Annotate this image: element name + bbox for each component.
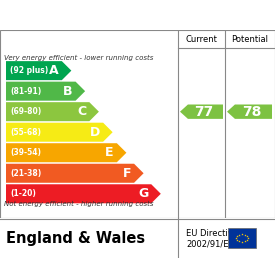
- Polygon shape: [6, 61, 71, 80]
- Text: (39-54): (39-54): [10, 148, 41, 157]
- Text: D: D: [90, 126, 100, 139]
- Text: England & Wales: England & Wales: [6, 230, 145, 246]
- Text: F: F: [123, 167, 131, 180]
- Text: (69-80): (69-80): [10, 107, 41, 116]
- Text: (81-91): (81-91): [10, 87, 41, 96]
- Text: Not energy efficient - higher running costs: Not energy efficient - higher running co…: [4, 201, 153, 207]
- Polygon shape: [227, 104, 272, 119]
- Text: E: E: [105, 146, 114, 159]
- Text: Energy Efficiency Rating: Energy Efficiency Rating: [11, 8, 213, 23]
- Polygon shape: [6, 123, 113, 142]
- Text: (92 plus): (92 plus): [10, 66, 48, 75]
- Text: B: B: [63, 85, 73, 98]
- Polygon shape: [6, 82, 85, 101]
- Polygon shape: [6, 184, 161, 203]
- Text: (21-38): (21-38): [10, 169, 41, 178]
- Text: 2002/91/EC: 2002/91/EC: [186, 239, 234, 248]
- Text: 78: 78: [242, 105, 261, 119]
- Text: Current: Current: [186, 35, 218, 44]
- Text: Potential: Potential: [232, 35, 268, 44]
- Polygon shape: [6, 164, 144, 183]
- Text: C: C: [77, 105, 86, 118]
- Polygon shape: [6, 143, 126, 162]
- FancyBboxPatch shape: [228, 228, 256, 248]
- Text: (55-68): (55-68): [10, 128, 41, 137]
- Text: Very energy efficient - lower running costs: Very energy efficient - lower running co…: [4, 55, 153, 61]
- Text: 77: 77: [194, 105, 213, 119]
- Text: A: A: [49, 64, 59, 77]
- Text: G: G: [138, 187, 148, 200]
- Polygon shape: [6, 102, 99, 121]
- Text: (1-20): (1-20): [10, 189, 36, 198]
- Text: EU Directive: EU Directive: [186, 229, 238, 238]
- Polygon shape: [180, 104, 223, 119]
